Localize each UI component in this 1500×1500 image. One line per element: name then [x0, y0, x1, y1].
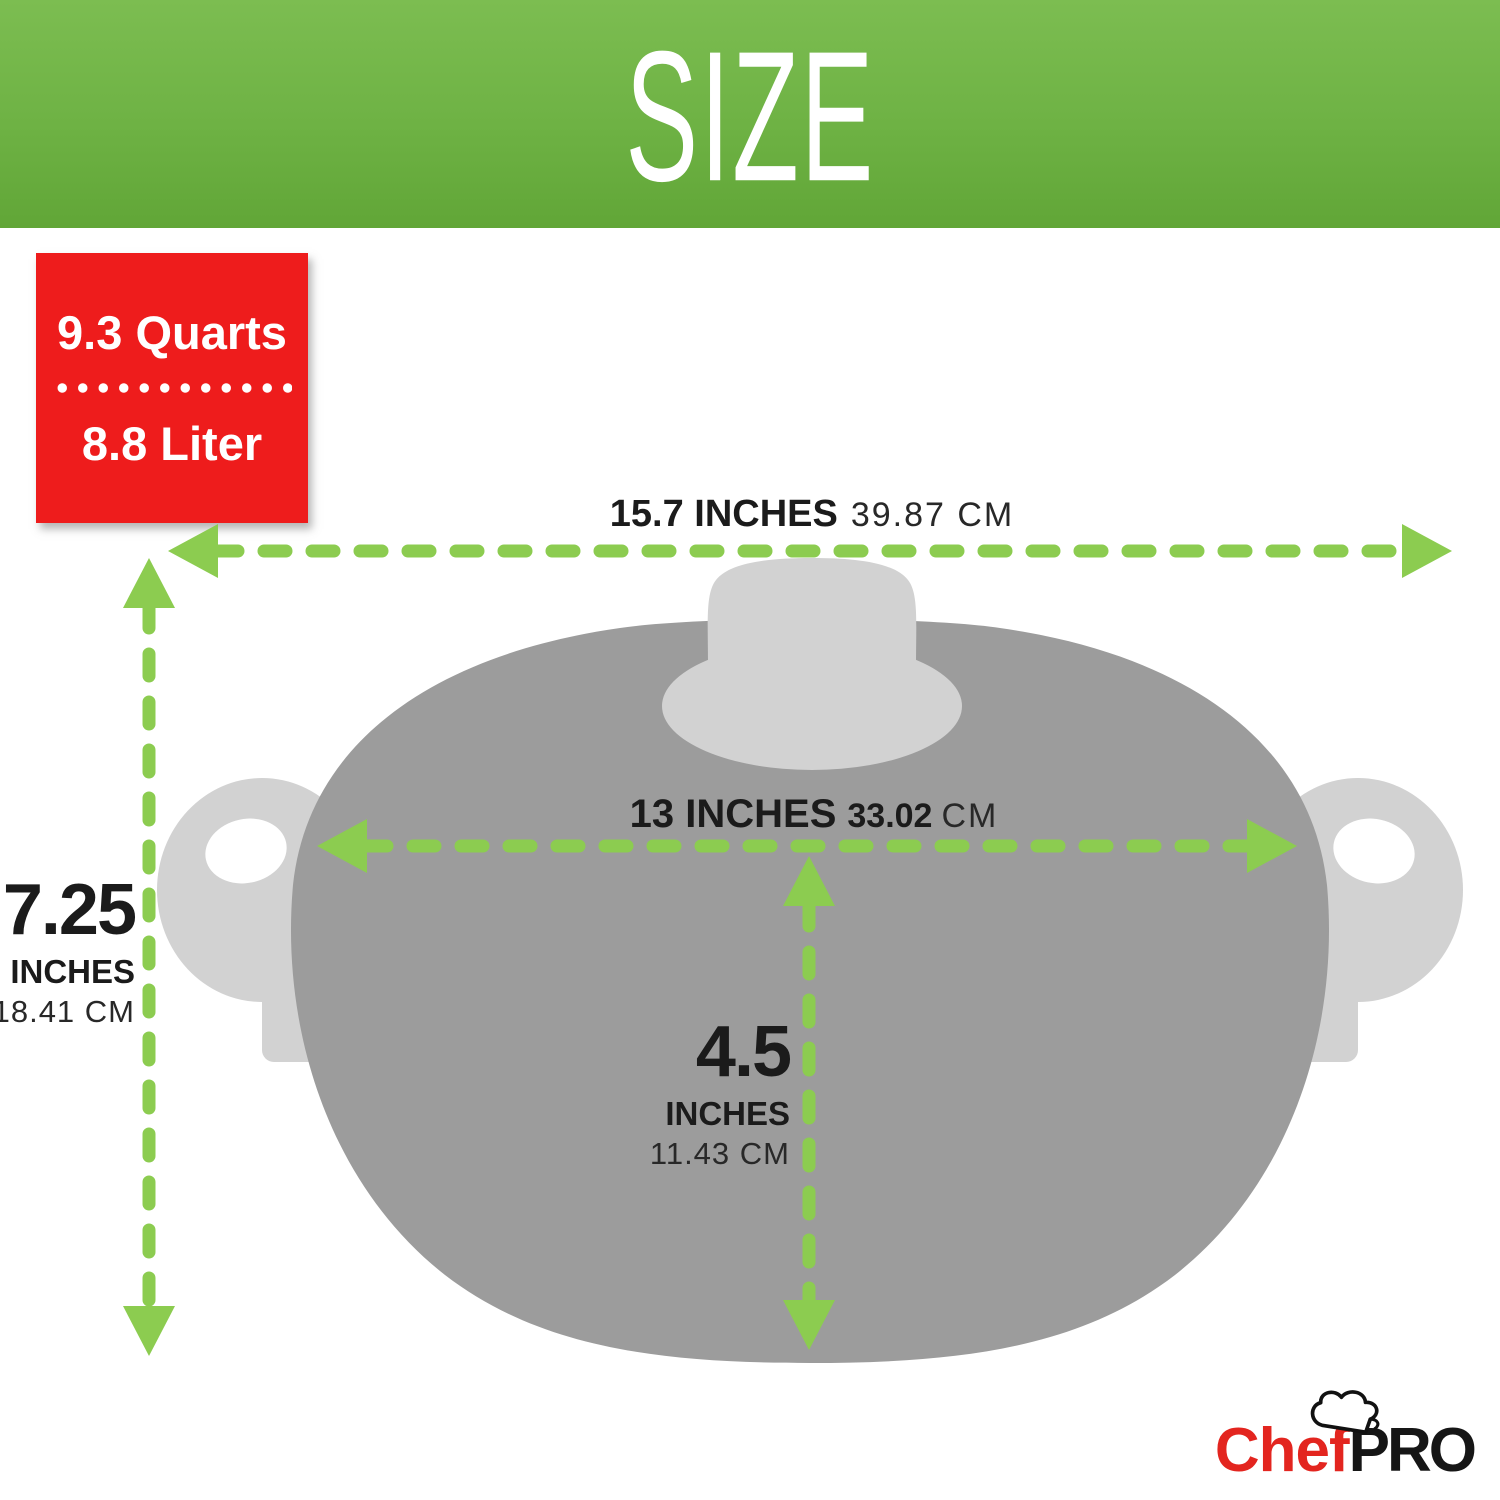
capacity-quarts: 9.3 Quarts	[57, 306, 287, 359]
page-title: SIZE	[625, 12, 875, 221]
height-value: 7.25	[2, 870, 137, 950]
depth-arrow	[783, 856, 835, 1350]
brand-logo: ChefPRO	[1215, 1388, 1477, 1484]
overall-width-inches: 15.7 INCHES	[609, 493, 838, 535]
pot-body	[290, 619, 1330, 1363]
height-label: 7.25 INCHES 18.41 CM	[0, 870, 137, 1030]
rim-diameter-cm-unit: CM	[941, 797, 999, 835]
brand-pro: PRO	[1348, 1416, 1477, 1485]
depth-cm: 11.43 CM	[649, 1136, 790, 1172]
height-unit: INCHES	[10, 953, 135, 991]
rim-diameter-arrow	[317, 819, 1297, 873]
rim-diameter-inches: 13 INCHES	[629, 792, 837, 836]
overall-width-cm: 39.87 CM	[850, 496, 1015, 534]
depth-value: 4.5	[695, 1012, 792, 1092]
capacity-badge: 9.3 Quarts 8.8 Liter	[36, 253, 308, 523]
capacity-liters: 8.8 Liter	[81, 417, 263, 470]
rim-diameter-label: 13 INCHES 33.02 CM	[630, 792, 999, 837]
brand-logo-text: ChefPRO	[1215, 1420, 1477, 1482]
overall-width-arrow	[168, 524, 1452, 578]
dotted-divider	[52, 382, 292, 394]
brand-chef: Chef	[1214, 1416, 1350, 1485]
chef-hat-icon	[1310, 1390, 1380, 1435]
rim-diameter-cm-value: 33.02	[847, 797, 933, 835]
header-banner: SIZE	[0, 0, 1500, 228]
overall-width-label: 15.7 INCHES 39.87 CM	[610, 493, 1015, 536]
height-cm: 18.41 CM	[0, 994, 135, 1030]
depth-unit: INCHES	[665, 1095, 790, 1133]
lid-knob	[662, 558, 962, 770]
height-arrow	[123, 558, 175, 1356]
depth-label: 4.5 INCHES 11.43 CM	[649, 1012, 792, 1172]
